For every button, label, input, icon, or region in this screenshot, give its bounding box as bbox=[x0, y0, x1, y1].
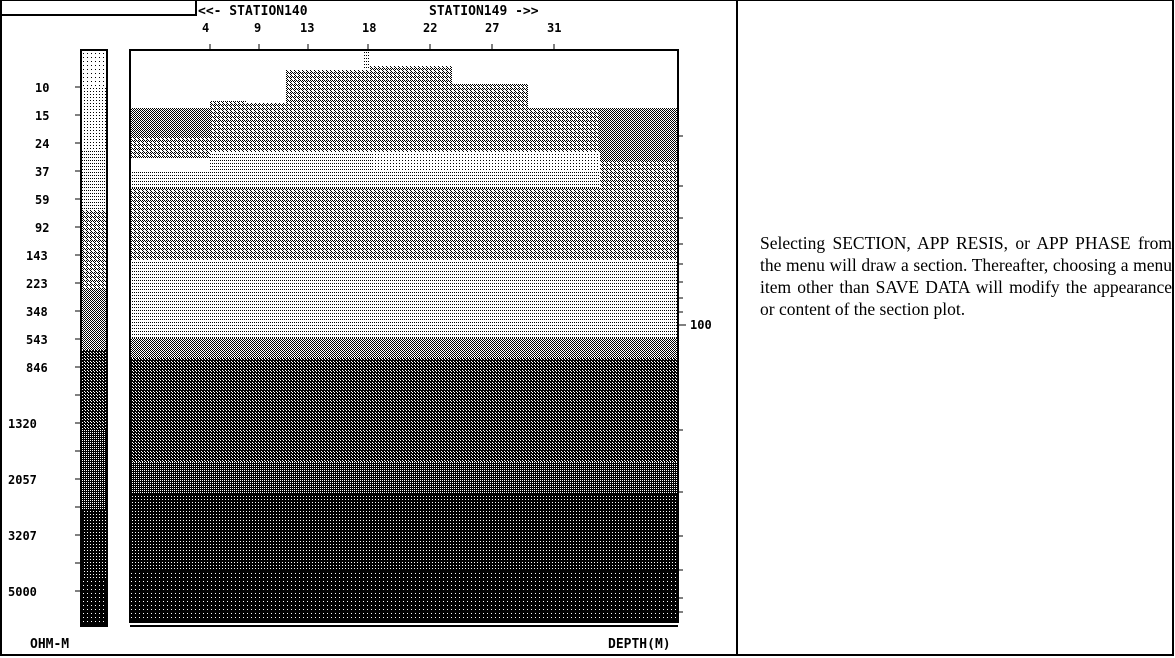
tab-top bbox=[0, 0, 196, 1]
scale-label: 543 bbox=[26, 333, 48, 347]
scale-bar-ticks bbox=[75, 86, 81, 592]
scale-label: 59 bbox=[35, 193, 50, 207]
depth-axis-label: DEPTH(M) bbox=[608, 637, 671, 652]
station-tick-label: 18 bbox=[362, 21, 377, 35]
section-cross-section bbox=[129, 49, 679, 627]
scale-label: 1320 bbox=[8, 417, 37, 431]
frame-top-border bbox=[196, 0, 1174, 1]
frame-right-border bbox=[1172, 0, 1174, 656]
scale-label: 10 bbox=[35, 81, 50, 95]
scale-label: 3207 bbox=[8, 529, 37, 543]
station-tick-label: 13 bbox=[300, 21, 315, 35]
scale-label: 223 bbox=[26, 277, 48, 291]
frame-left-border bbox=[0, 0, 2, 656]
scale-label: 92 bbox=[35, 221, 50, 235]
scale-label: 24 bbox=[35, 137, 50, 151]
frame-bottom-border bbox=[0, 654, 1174, 656]
scale-label: 2057 bbox=[8, 473, 37, 487]
scale-label: 15 bbox=[35, 109, 50, 123]
resistivity-scale-bar bbox=[80, 49, 108, 627]
scale-label: 143 bbox=[26, 249, 48, 263]
tab-right bbox=[195, 0, 197, 16]
tab-bottom bbox=[2, 14, 196, 16]
station-left-label: <<- STATION140 bbox=[198, 4, 308, 19]
description-text: Selecting SECTION, APP RESIS, or APP PHA… bbox=[760, 233, 1172, 319]
section-plot-panel bbox=[2, 0, 736, 654]
depth-marker-label: 100 bbox=[690, 318, 712, 332]
scale-label: 37 bbox=[35, 165, 50, 179]
station-tick-label: 27 bbox=[485, 21, 500, 35]
station-tick-label: 4 bbox=[202, 21, 210, 35]
frame-divider bbox=[736, 0, 738, 656]
station-tick-label: 9 bbox=[254, 21, 262, 35]
scale-label: 846 bbox=[26, 361, 48, 375]
scale-label: 5000 bbox=[8, 585, 37, 599]
station-right-label: STATION149 ->> bbox=[429, 4, 539, 19]
depth-axis-ticks bbox=[678, 135, 686, 613]
units-label: OHM-M bbox=[30, 637, 70, 652]
section-plot-svg bbox=[75, 44, 686, 627]
scale-label: 348 bbox=[26, 305, 48, 319]
station-axis-ticks bbox=[209, 44, 555, 50]
station-tick-label: 22 bbox=[423, 21, 438, 35]
station-tick-label: 31 bbox=[547, 21, 562, 35]
